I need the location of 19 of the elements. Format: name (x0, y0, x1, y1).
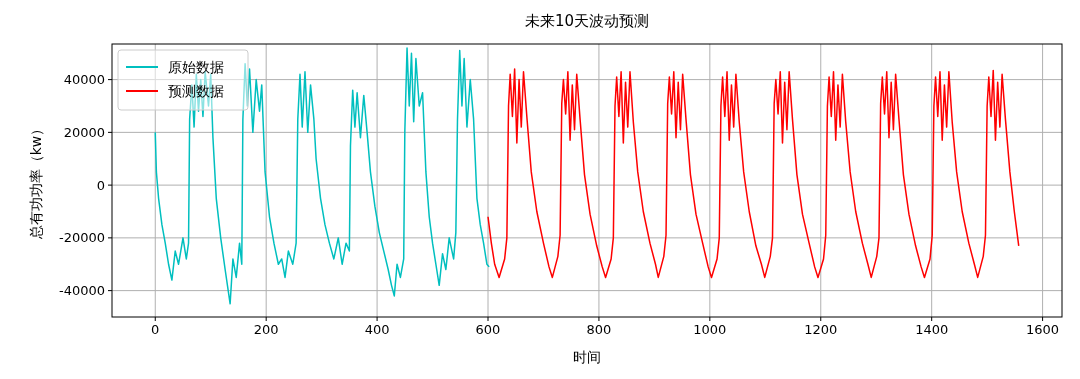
x-tick-label: 200 (253, 322, 279, 337)
y-tick-label: 20000 (63, 124, 105, 140)
x-tick-label: 1000 (693, 322, 727, 337)
x-tick-label: 600 (475, 322, 501, 337)
x-tick-label: 400 (364, 322, 390, 337)
y-tick-label: 0 (96, 177, 105, 193)
x-tick-label: 1200 (804, 322, 838, 337)
x-tick-label: 1600 (1026, 322, 1060, 337)
chart-title: 未来10天波动预测 (524, 12, 650, 30)
y-tick-label: 40000 (63, 72, 105, 88)
legend-label: 预测数据 (168, 83, 224, 99)
legend-label: 原始数据 (168, 59, 224, 75)
x-tick-label: 1400 (915, 322, 949, 337)
y-tick-label: -40000 (58, 283, 105, 299)
y-tick-label: -20000 (58, 230, 105, 246)
x-tick-label: 800 (586, 322, 612, 337)
x-tick-label: 0 (151, 322, 160, 337)
x-axis-title: 时间 (573, 349, 601, 365)
y-axis-title: 总有功功率（kw） (28, 121, 44, 241)
